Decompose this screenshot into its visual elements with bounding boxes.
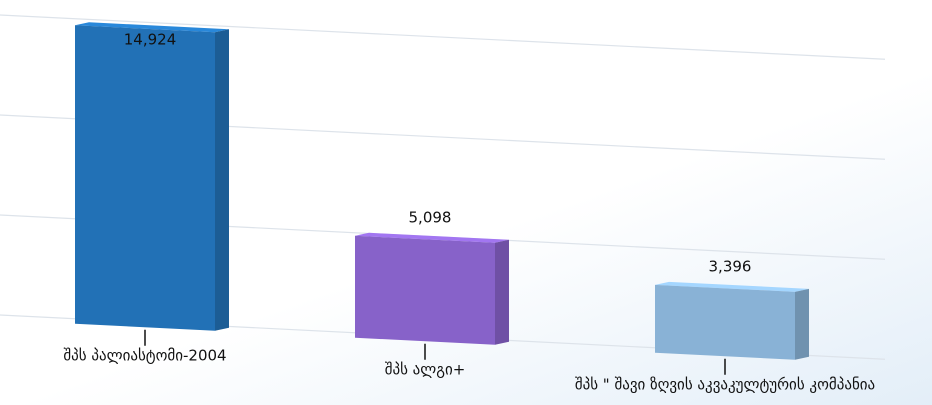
value-label: 5,098 <box>409 208 452 226</box>
bar-side <box>215 29 229 331</box>
value-label: 14,924 <box>124 31 177 49</box>
bar <box>75 25 215 331</box>
bar-side <box>795 288 809 360</box>
bar-top <box>655 281 809 292</box>
value-label: 3,396 <box>709 257 752 275</box>
grid-line <box>0 14 886 60</box>
bar <box>655 284 795 360</box>
bar-top <box>75 22 229 33</box>
x-tick-label: შპს " შავი ზღვის აკვაკულტურის კომპანია <box>575 375 875 393</box>
bar <box>355 235 495 345</box>
bar-side <box>495 239 509 345</box>
x-tick-label: შპს პალიასტომი-2004 <box>63 346 226 364</box>
x-tick-label: შპს ალგი+ <box>385 360 466 378</box>
bar-top <box>355 232 509 243</box>
